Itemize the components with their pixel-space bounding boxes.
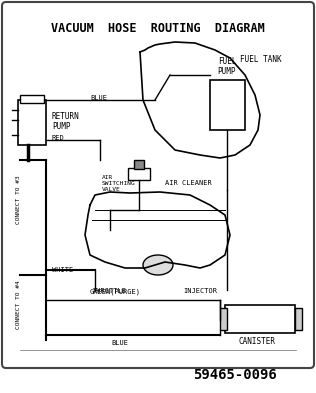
Text: INJECTOR: INJECTOR — [183, 288, 217, 294]
Text: CONNECT TO #3: CONNECT TO #3 — [15, 176, 21, 224]
Bar — [295, 308, 302, 330]
Text: AIR
SWITCHING
VALVE: AIR SWITCHING VALVE — [102, 175, 136, 192]
Bar — [225, 305, 295, 333]
Text: 59465-0096: 59465-0096 — [193, 368, 277, 382]
Text: BLUE: BLUE — [90, 95, 107, 101]
Bar — [220, 308, 227, 330]
Bar — [134, 160, 144, 169]
Text: WHITE: WHITE — [52, 267, 73, 273]
Bar — [128, 168, 150, 180]
Text: CANISTER: CANISTER — [239, 337, 276, 346]
Text: THROTTLE: THROTTLE — [93, 288, 127, 294]
Bar — [20, 95, 44, 103]
Text: VACUUM  HOSE  ROUTING  DIAGRAM: VACUUM HOSE ROUTING DIAGRAM — [51, 22, 265, 35]
Text: GREEN(PURGE): GREEN(PURGE) — [90, 288, 141, 295]
Bar — [18, 100, 46, 145]
Bar — [210, 80, 245, 130]
Ellipse shape — [143, 255, 173, 275]
Text: FUEL
PUMP: FUEL PUMP — [218, 57, 236, 76]
Text: AIR CLEANER: AIR CLEANER — [165, 180, 212, 186]
FancyBboxPatch shape — [2, 2, 314, 368]
Text: CONNECT TO #4: CONNECT TO #4 — [15, 281, 21, 329]
Text: RETURN
PUMP: RETURN PUMP — [52, 112, 80, 131]
Text: RED: RED — [52, 135, 65, 141]
Text: BLUE: BLUE — [112, 340, 129, 346]
Text: FUEL TANK: FUEL TANK — [240, 55, 282, 64]
